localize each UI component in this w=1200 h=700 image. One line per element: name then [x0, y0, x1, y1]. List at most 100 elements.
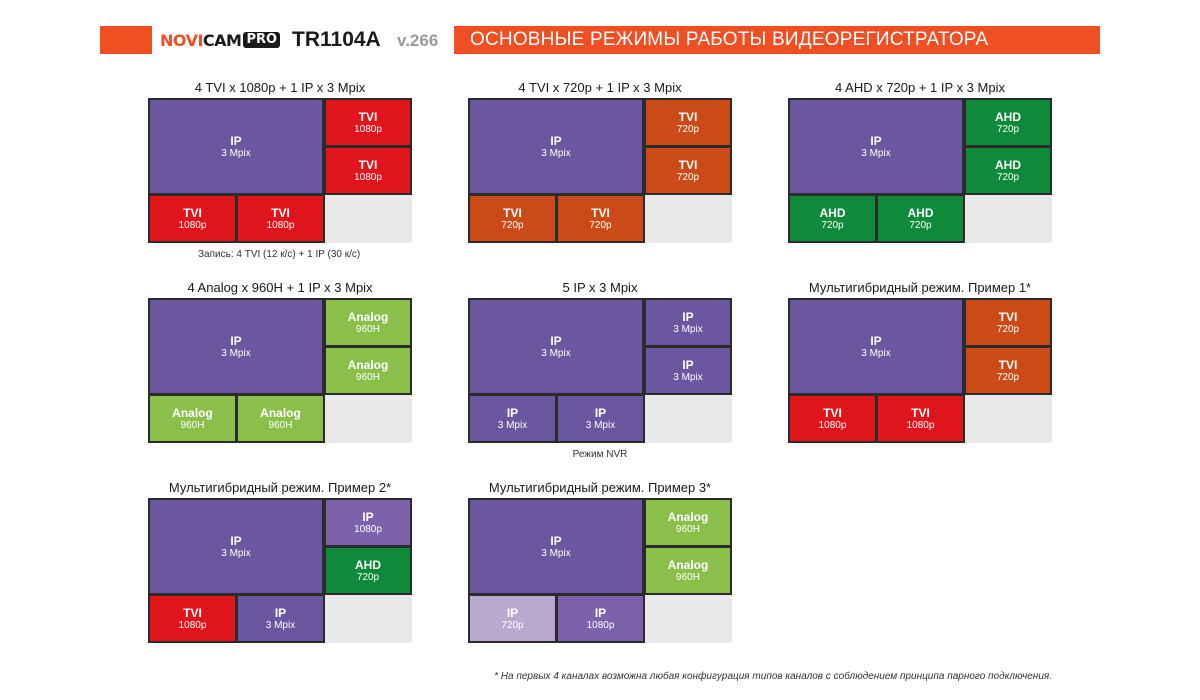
- channel-resolution: 720p: [996, 123, 1020, 135]
- channel-type: TVI: [271, 205, 290, 220]
- mode-block: Мультигибридный режим. Пример 3* IP 3 Mpix…: [468, 480, 732, 665]
- channel-resolution: 1080p: [266, 219, 295, 231]
- channel-type: IP: [550, 333, 562, 348]
- channel-type: TVI: [998, 309, 1018, 324]
- channel-resolution: 3 Mpix: [497, 419, 528, 431]
- channel-type: IP: [506, 605, 519, 620]
- channel-type: TVI: [183, 205, 202, 220]
- channel-right-middle: AHD 720p: [324, 546, 412, 595]
- channel-resolution: 960H: [356, 371, 380, 383]
- channel-type: AHD: [995, 157, 1021, 172]
- channel-right-top: AHD 720p: [964, 98, 1052, 147]
- channel-resolution: 3 Mpix: [265, 619, 296, 631]
- channel-resolution: 960H: [180, 419, 205, 431]
- channel-bottom-left: TVI 1080p: [148, 594, 237, 643]
- channel-resolution: 3 Mpix: [221, 547, 251, 559]
- channel-type: AHD: [355, 557, 381, 572]
- channel-bottom-left: IP 720p: [468, 594, 557, 643]
- channel-resolution: 1080p: [818, 419, 847, 431]
- mode-block: 4 Analog x 960H + 1 IP x 3 Mpix IP 3 Mpix A…: [148, 280, 412, 465]
- channel-type: Analog: [347, 357, 389, 372]
- channel-type: TVI: [823, 405, 842, 420]
- channel-resolution: 3 Mpix: [585, 419, 616, 431]
- channel-type: TVI: [358, 157, 378, 172]
- channel-bottom-left: Analog 960H: [148, 394, 237, 443]
- channel-resolution: 720p: [996, 371, 1020, 383]
- channel-bottom-left: AHD 720p: [788, 194, 877, 243]
- channel-main: IP 3 Mpix: [788, 298, 964, 395]
- channel-type: AHD: [907, 205, 934, 220]
- channel-resolution: 720p: [589, 219, 612, 231]
- channel-resolution: 1080p: [906, 419, 935, 431]
- channel-type: IP: [870, 133, 882, 148]
- channel-resolution: 3 Mpix: [221, 347, 251, 359]
- channel-type: TVI: [678, 109, 698, 124]
- empty-slot: [324, 595, 412, 643]
- channel-type: TVI: [998, 357, 1018, 372]
- channel-resolution: 3 Mpix: [861, 147, 891, 159]
- empty-slot: [644, 395, 732, 443]
- mode-note: Запись: 4 TVI (12 к/с) + 1 IP (30 к/с): [198, 249, 361, 260]
- channel-resolution: 1080p: [354, 123, 382, 135]
- channel-type: TVI: [358, 109, 378, 124]
- mode-block: Мультигибридный режим. Пример 1* IP 3 Mpix…: [788, 280, 1052, 465]
- channel-resolution: 1080p: [586, 619, 615, 631]
- channel-type: IP: [550, 533, 562, 548]
- channel-main: IP 3 Mpix: [148, 298, 324, 395]
- channel-type: IP: [230, 333, 242, 348]
- channel-resolution: 3 Mpix: [861, 347, 891, 359]
- header-accent-bar-left: [100, 26, 152, 54]
- channel-bottom-middle: TVI 720p: [556, 194, 645, 243]
- mode-block: 5 IP x 3 Mpix IP 3 Mpix IP 3 Mpix IP 3 Mpix IP 3…: [468, 280, 732, 465]
- channel-right-middle: IP 3 Mpix: [644, 346, 732, 395]
- empty-slot: [644, 195, 732, 243]
- channel-bottom-left: TVI 720p: [468, 194, 557, 243]
- channel-resolution: 720p: [909, 219, 932, 231]
- channel-type: TVI: [183, 605, 202, 620]
- channel-right-top: IP 3 Mpix: [644, 298, 732, 347]
- channel-resolution: 960H: [676, 571, 700, 583]
- channel-right-top: TVI 720p: [964, 298, 1052, 347]
- channel-type: IP: [682, 357, 694, 372]
- empty-slot: [324, 395, 412, 443]
- channel-type: IP: [682, 309, 694, 324]
- empty-slot: [964, 395, 1052, 443]
- page-title: ОСНОВНЫЕ РЕЖИМЫ РАБОТЫ ВИДЕОРЕГИСТРАТОРА: [470, 29, 989, 50]
- channel-right-middle: TVI 720p: [644, 146, 732, 195]
- channel-type: IP: [362, 509, 374, 524]
- channel-bottom-left: IP 3 Mpix: [468, 394, 557, 443]
- novicam-pro-logo: NOVICAM PRO: [160, 28, 281, 52]
- channel-resolution: 3 Mpix: [541, 347, 571, 359]
- mode-block: 4 TVI x 1080p + 1 IP x 3 Mpix IP 3 Mpix TVI…: [148, 80, 412, 265]
- footnote: * На первых 4 каналах возможна любая кон…: [494, 671, 1052, 682]
- empty-slot: [964, 195, 1052, 243]
- channel-resolution: 720p: [996, 323, 1020, 335]
- model-name: TR1104A: [292, 28, 381, 51]
- channel-bottom-middle: TVI 1080p: [876, 394, 965, 443]
- channel-type: IP: [506, 405, 519, 420]
- channel-resolution: 720p: [501, 219, 524, 231]
- mode-title: 4 AHD x 720p + 1 IP x 3 Mpix: [835, 80, 1005, 95]
- channel-right-top: TVI 1080p: [324, 98, 412, 147]
- channel-type: IP: [274, 605, 287, 620]
- empty-slot: [644, 595, 732, 643]
- channel-resolution: 1080p: [354, 523, 382, 535]
- channel-resolution: 1080p: [178, 619, 207, 631]
- channel-type: TVI: [591, 205, 610, 220]
- channel-main: IP 3 Mpix: [788, 98, 964, 195]
- channel-type: Analog: [667, 509, 709, 524]
- channel-main: IP 3 Mpix: [468, 298, 644, 395]
- mode-title: 5 IP x 3 Mpix: [562, 280, 638, 295]
- channel-type: AHD: [995, 109, 1021, 124]
- channel-type: TVI: [503, 205, 522, 220]
- channel-bottom-middle: IP 1080p: [556, 594, 645, 643]
- channel-right-top: IP 1080p: [324, 498, 412, 547]
- channel-bottom-middle: Analog 960H: [236, 394, 325, 443]
- channel-resolution: 720p: [676, 171, 700, 183]
- header-accent-bar-right: [454, 26, 1100, 54]
- channel-bottom-middle: IP 3 Mpix: [556, 394, 645, 443]
- channel-type: IP: [230, 533, 242, 548]
- channel-resolution: 1080p: [354, 171, 382, 183]
- channel-main: IP 3 Mpix: [468, 98, 644, 195]
- channel-resolution: 3 Mpix: [541, 147, 571, 159]
